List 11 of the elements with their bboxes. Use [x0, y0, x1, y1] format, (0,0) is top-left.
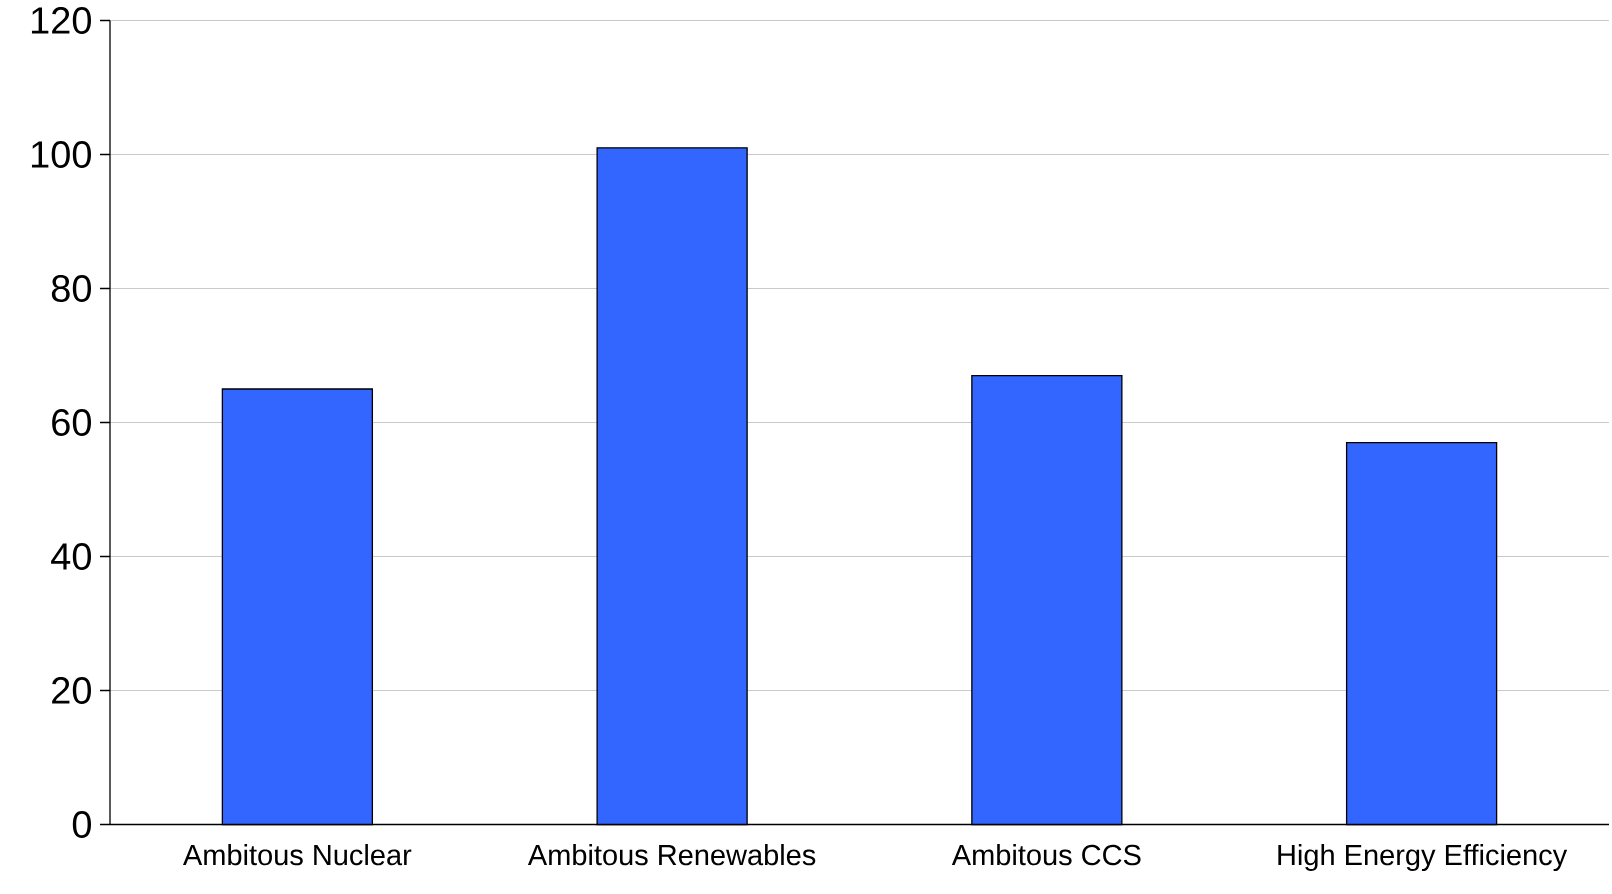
x-tick-label: Ambitous Renewables	[527, 844, 816, 866]
y-tick-label: 60	[52, 409, 91, 436]
y-tick-label: 100	[31, 141, 91, 168]
y-tick-label: 20	[52, 677, 91, 704]
y-tick-label: 40	[51, 543, 91, 570]
x-tick-label: Ambitous Nuclear	[183, 844, 412, 866]
x-tick-label: Ambitous CCS	[951, 844, 1141, 866]
y-tick-label: 120	[31, 7, 91, 34]
y-tick-label: 80	[51, 275, 91, 302]
y-tick-label: 0	[72, 811, 91, 838]
x-tick-label: High Energy Efficiency	[1278, 844, 1568, 872]
